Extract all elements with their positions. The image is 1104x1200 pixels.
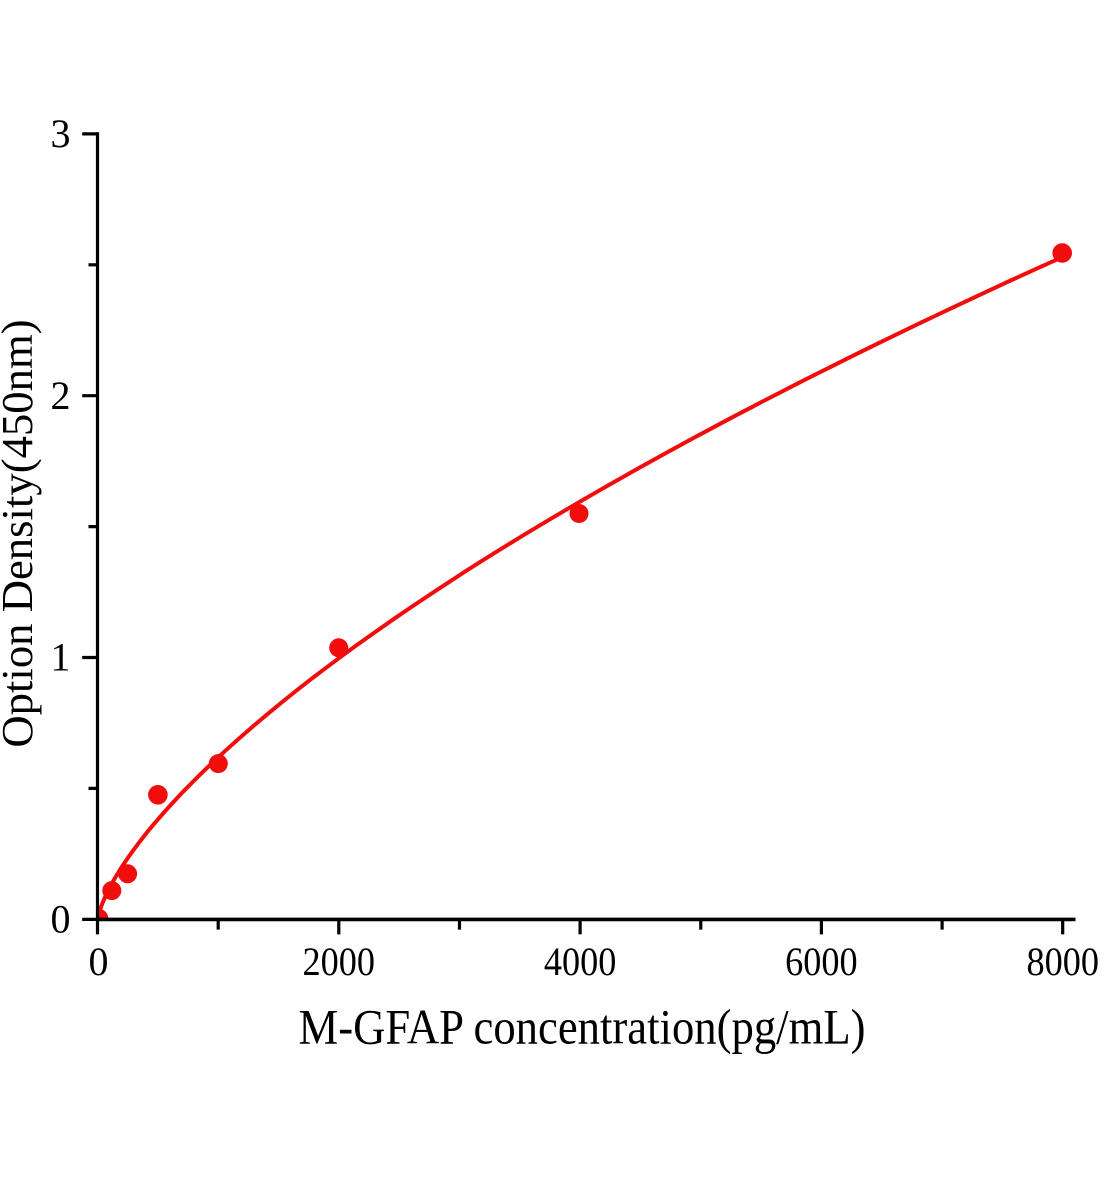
svg-text:0: 0 [89,939,109,984]
svg-text:0: 0 [51,897,71,942]
svg-text:8000: 8000 [1026,939,1099,984]
svg-text:Option Density(450nm): Option Density(450nm) [0,319,42,747]
svg-text:3: 3 [51,111,71,156]
svg-text:M-GFAP concentration(pg/mL): M-GFAP concentration(pg/mL) [299,999,866,1055]
svg-text:4000: 4000 [544,939,617,984]
svg-text:2: 2 [51,373,71,418]
svg-text:2000: 2000 [303,939,376,984]
svg-text:6000: 6000 [785,939,858,984]
svg-text:1: 1 [51,635,71,680]
